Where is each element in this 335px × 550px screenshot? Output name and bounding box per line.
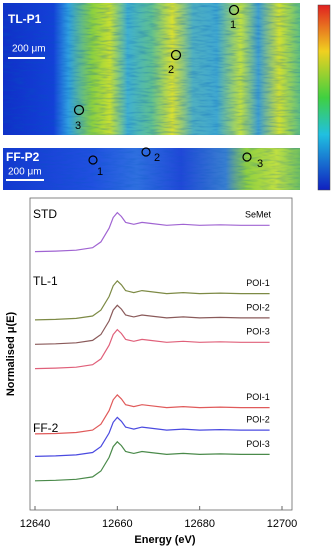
panel-label: FF-P2 xyxy=(6,150,40,164)
series-label: POI-3 xyxy=(246,439,270,449)
poi-number: 2 xyxy=(168,64,174,76)
spectrum xyxy=(34,304,270,345)
series-label: POI-1 xyxy=(246,278,270,288)
series-label: POI-3 xyxy=(246,327,270,337)
poi-number: 1 xyxy=(230,19,236,31)
group-label: FF-2 xyxy=(33,421,59,435)
poi-circle xyxy=(170,49,182,61)
poi-number: 3 xyxy=(75,120,81,132)
spectrum xyxy=(34,211,270,253)
y-axis-label: Normalised μ(E) xyxy=(5,311,17,396)
x-tick-label: 12640 xyxy=(20,518,51,530)
spectrum xyxy=(34,394,270,435)
x-axis-label: Energy (eV) xyxy=(134,534,195,546)
poi-number: 1 xyxy=(97,166,103,178)
series-label: POI-1 xyxy=(246,392,270,402)
spectrum xyxy=(34,440,270,482)
poi-circle xyxy=(73,104,85,116)
series-label: POI-2 xyxy=(246,414,270,424)
panel-label: TL-P1 xyxy=(8,12,42,26)
x-tick-label: 12660 xyxy=(102,518,133,530)
poi-number: 2 xyxy=(154,152,160,164)
group-label: TL-1 xyxy=(33,274,58,288)
spectrum xyxy=(34,328,270,370)
series-label: SeMet xyxy=(245,210,272,220)
spectrum xyxy=(34,280,270,321)
poi-circle xyxy=(242,152,252,162)
poi-number: 3 xyxy=(257,158,263,170)
plot-frame xyxy=(29,197,293,511)
x-tick-label: 12680 xyxy=(184,518,215,530)
scale-text: 200 μm xyxy=(8,167,42,178)
heatmap-texture xyxy=(3,148,300,190)
poi-circle xyxy=(228,4,240,16)
scale-text: 200 μm xyxy=(12,44,46,55)
heatmap-texture xyxy=(3,3,300,135)
poi-circle xyxy=(88,155,98,165)
poi-circle xyxy=(141,147,151,157)
group-label: STD xyxy=(33,207,57,221)
x-tick-label: 12700 xyxy=(267,518,298,530)
colorbar xyxy=(317,4,331,191)
spectrum xyxy=(34,416,270,457)
series-label: POI-2 xyxy=(246,302,270,312)
